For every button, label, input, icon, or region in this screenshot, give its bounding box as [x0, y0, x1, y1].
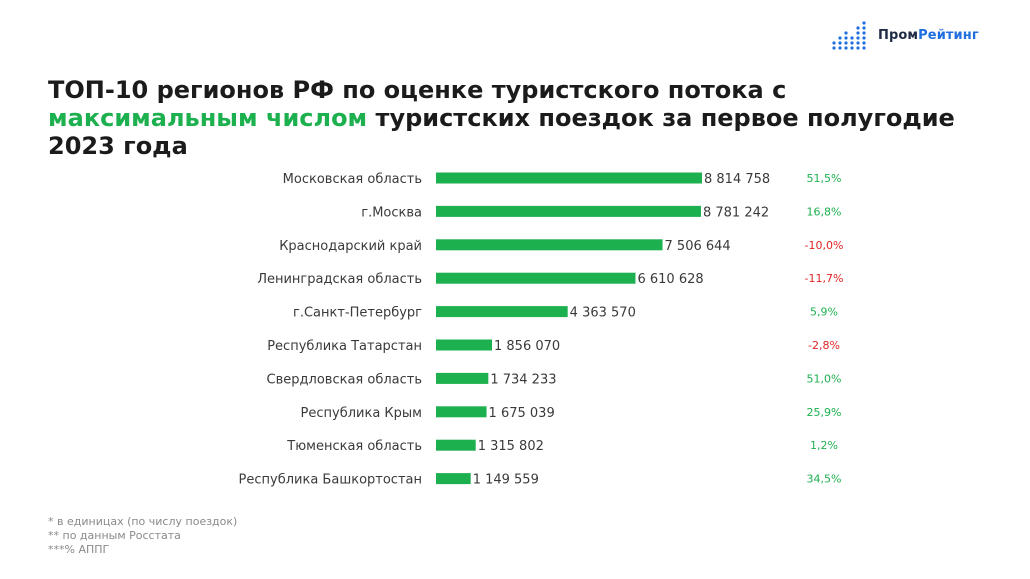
value-label: 1 856 070 [494, 339, 560, 354]
change-label: 51,5% [807, 172, 842, 185]
value-label: 1 675 039 [489, 406, 555, 421]
value-label: 7 506 644 [665, 239, 731, 254]
change-label: 5,9% [810, 306, 838, 319]
title-highlight: максимальным числом [48, 104, 368, 132]
category-label: Свердловская область [267, 372, 422, 387]
change-label: 16,8% [807, 205, 842, 218]
brand-name-part2: Рейтинг [918, 27, 979, 43]
bar [436, 205, 701, 217]
title-line2-rest: туристских поездок за первое полугодие [367, 104, 955, 132]
bar [436, 406, 487, 418]
category-label: Тюменская область [286, 439, 422, 454]
value-label: 1 734 233 [490, 372, 556, 387]
category-label: г.Санкт-Петербург [293, 306, 422, 321]
page-title: ТОП-10 регионов РФ по оценке туристского… [48, 76, 998, 160]
title-line3: 2023 года [48, 132, 188, 160]
dots-logo-icon [832, 21, 866, 50]
category-label: Республика Татарстан [267, 339, 422, 354]
category-label: Ленинградская область [257, 272, 422, 287]
footnotes: * в единицах (по числу поездок) ** по да… [48, 515, 237, 557]
change-label: 1,2% [810, 439, 838, 452]
footnote-3: ***% АППГ [48, 543, 110, 556]
footnote-1: * в единицах (по числу поездок) [48, 515, 238, 528]
category-label: Краснодарский край [279, 239, 422, 254]
bar-chart: Московская область 8 814 758 51,5% г.Москва… [239, 172, 844, 488]
value-label: 8 814 758 [704, 172, 770, 187]
change-label: 51,0% [807, 372, 842, 385]
bar [436, 372, 489, 384]
bar [436, 272, 636, 284]
category-label: Республика Башкортостан [239, 473, 422, 488]
brand-name: ПромРейтинг [878, 28, 979, 43]
brand-logo: ПромРейтинг [832, 20, 979, 50]
footnote-2: ** по данным Росстата [48, 529, 181, 542]
bar [436, 473, 471, 485]
value-label: 1 149 559 [473, 473, 539, 488]
category-label: г.Москва [361, 205, 422, 220]
value-label: 8 781 242 [703, 205, 769, 220]
change-label: 25,9% [807, 406, 842, 419]
bar [436, 439, 476, 451]
value-label: 6 610 628 [637, 272, 703, 287]
category-label: Республика Крым [301, 406, 422, 421]
bar [436, 306, 568, 318]
title-line1: ТОП-10 регионов РФ по оценке туристского… [48, 76, 787, 104]
change-label: -10,0% [805, 239, 844, 252]
change-label: -11,7% [805, 272, 844, 285]
value-label: 4 363 570 [570, 306, 636, 321]
change-label: 34,5% [807, 473, 842, 486]
value-label: 1 315 802 [478, 439, 544, 454]
bar [436, 239, 663, 251]
bar [436, 172, 702, 184]
bar [436, 339, 493, 351]
change-label: -2,8% [808, 339, 840, 352]
brand-name-part1: Пром [878, 27, 919, 43]
category-label: Московская область [283, 172, 422, 187]
